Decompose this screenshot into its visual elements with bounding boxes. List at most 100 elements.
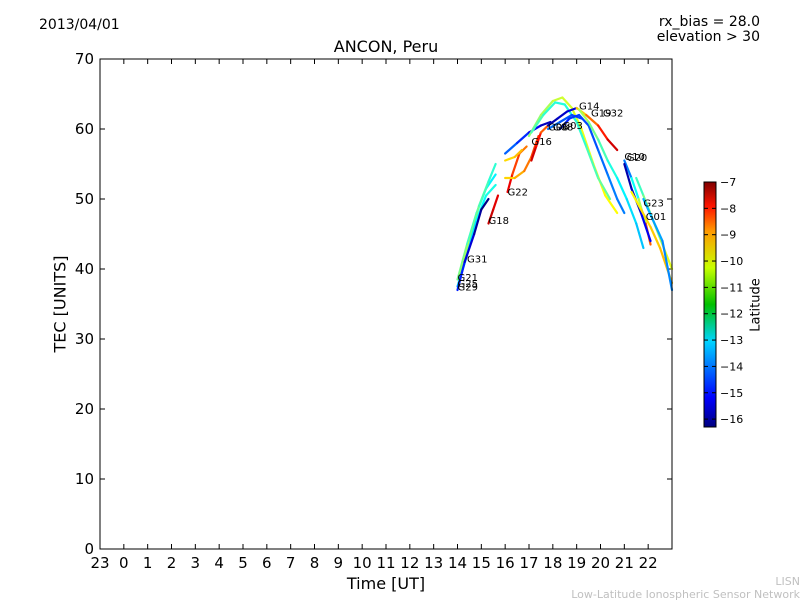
x-tick-label: 17 (519, 554, 538, 572)
x-tick-label: 19 (567, 554, 586, 572)
series-segment (487, 162, 497, 183)
satellite-label: G01 (646, 212, 666, 223)
series-segment (551, 96, 564, 103)
x-tick-label: 11 (376, 554, 395, 572)
series-segment (561, 96, 574, 110)
plot-frame (99, 58, 673, 550)
series-segment (639, 208, 652, 229)
series-segment (661, 239, 674, 292)
x-tick-label: 0 (119, 554, 129, 572)
series-segment (577, 113, 590, 127)
series-segment (546, 120, 562, 131)
satellite-label: G16 (531, 137, 551, 148)
y-tick-label: 40 (75, 260, 94, 278)
series-segment (597, 176, 612, 201)
satellite-label: G31 (467, 255, 487, 266)
series-segment (587, 120, 600, 141)
series-segment (635, 176, 645, 197)
series-segment (606, 159, 619, 180)
series-segment (597, 148, 609, 176)
series-segment (623, 162, 633, 190)
satellite-label: G21 (458, 273, 478, 284)
series-segment (639, 211, 652, 243)
series-g01b (642, 197, 674, 292)
satellite-label: G19 (591, 108, 611, 119)
colorbar-tick-label: −10 (720, 255, 743, 268)
x-tick-label: 15 (472, 554, 491, 572)
series-segment (530, 113, 545, 134)
series-segment (642, 197, 655, 222)
satellite-label: G18 (488, 216, 508, 227)
y-tick-label: 50 (75, 190, 94, 208)
colorbar-tick-label: −9 (720, 229, 736, 242)
series-segment (616, 176, 628, 201)
x-tick-label: 7 (286, 554, 296, 572)
colorbar (703, 181, 717, 428)
series-segment (485, 183, 497, 197)
series-g16 (530, 124, 550, 162)
series-segment (539, 99, 554, 117)
y-tick-label: 60 (75, 120, 94, 138)
series-segment (604, 194, 619, 215)
series-g03 (558, 113, 626, 215)
credit-short: LISN (775, 575, 800, 588)
colorbar-tick-label: −15 (720, 387, 743, 400)
series-segment (480, 197, 490, 211)
satellite-label: G03 (562, 121, 582, 132)
series-segment (606, 138, 619, 152)
series-segment (575, 120, 588, 148)
series-g08 (546, 106, 578, 127)
y-tick-label: 10 (75, 470, 94, 488)
series-segment (463, 232, 476, 264)
satellite-label: G22 (508, 188, 528, 199)
satellite-label: G29 (458, 283, 478, 294)
x-axis-label: Time [UT] (346, 574, 426, 593)
x-tick-label: 14 (448, 554, 467, 572)
y-tick-label: 30 (75, 330, 94, 348)
series-segment (616, 197, 626, 215)
series-segment (563, 103, 578, 124)
satellite-label: G20 (627, 153, 647, 164)
y-axis-label: TEC [UNITS] (50, 255, 70, 353)
credit-long: Low-Latitude Ionospheric Sensor Network (571, 588, 800, 601)
series-segment (477, 180, 490, 208)
series-segment (539, 124, 550, 134)
x-tick-label: 6 (262, 554, 272, 572)
series-g32 (577, 108, 645, 250)
x-tick-label: 5 (238, 554, 248, 572)
satellite-label: G10 (624, 152, 644, 163)
series-segment (566, 106, 578, 113)
series-g14b (530, 101, 612, 201)
y-tick-label: 70 (75, 50, 94, 68)
colorbar-tick-label: −12 (720, 308, 743, 321)
series-segment (651, 218, 664, 243)
series-segment (570, 106, 583, 131)
series-segment (597, 124, 609, 141)
series-segment (504, 155, 516, 162)
colorbar-tick-label: −13 (720, 334, 743, 347)
series-segment (523, 155, 533, 173)
x-tick-label: 10 (353, 554, 372, 572)
x-tick-label: 3 (191, 554, 201, 572)
series-segment (585, 145, 600, 180)
elevation-label: elevation > 30 (656, 29, 760, 45)
series-segment (568, 113, 581, 120)
series-segment (630, 190, 643, 211)
satellite-label: G08 (553, 122, 573, 133)
series-segment (558, 113, 574, 124)
series-segment (597, 138, 609, 162)
x-tick-label: 9 (334, 554, 344, 572)
series-segment (630, 176, 640, 201)
series-segment (513, 148, 523, 159)
x-tick-label: 16 (496, 554, 515, 572)
x-tick-label: 4 (214, 554, 224, 572)
series-segment (473, 208, 483, 236)
series-segment (577, 108, 590, 124)
colorbar-tick-label: −7 (720, 176, 736, 189)
series-segment (625, 197, 638, 225)
satellite-label: G25 (458, 279, 478, 290)
colorbar-tick-label: −14 (720, 360, 743, 373)
x-tick-label: 18 (543, 554, 562, 572)
series-segment (504, 141, 519, 155)
